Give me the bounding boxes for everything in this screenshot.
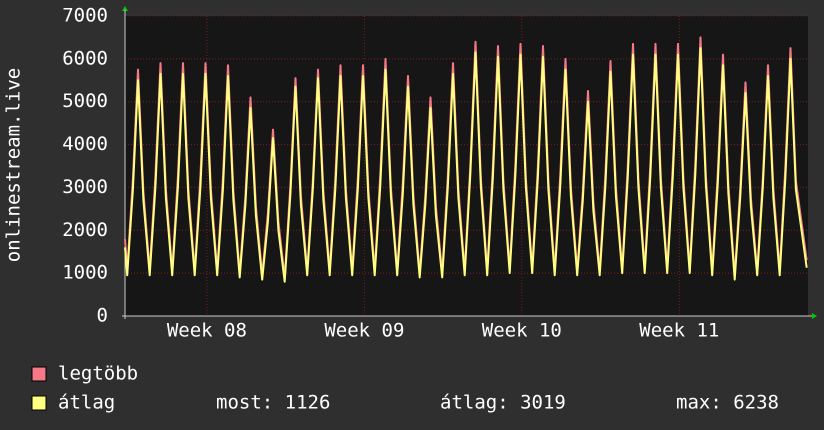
legend-label: legtöbb	[58, 363, 138, 385]
legend-label: átlag	[58, 392, 115, 414]
stat-max: max: 6238	[676, 392, 779, 414]
x-tick-label: Week 09	[324, 320, 404, 342]
series-line	[124, 47, 808, 283]
y-tick-label: 1000	[62, 262, 108, 284]
y-tick-label: 0	[97, 305, 108, 327]
y-tick-label: 3000	[62, 176, 108, 198]
stat-current: most: 1126	[216, 392, 330, 414]
y-axis-title: onlinestream.live	[3, 68, 25, 262]
legend-swatch	[31, 366, 47, 382]
stat-average: átlag: 3019	[440, 392, 566, 414]
y-tick-label: 2000	[62, 219, 108, 241]
x-tick-label: Week 10	[482, 320, 562, 342]
axis-arrow	[122, 6, 128, 11]
y-tick-label: 5000	[62, 90, 108, 112]
y-tick-label: 4000	[62, 133, 108, 155]
axis-arrow	[812, 313, 817, 319]
legend-swatch	[31, 395, 47, 411]
x-tick-label: Week 11	[639, 320, 719, 342]
x-tick-label: Week 08	[167, 320, 247, 342]
y-tick-label: 6000	[62, 47, 108, 69]
y-tick-label: 7000	[62, 5, 108, 27]
